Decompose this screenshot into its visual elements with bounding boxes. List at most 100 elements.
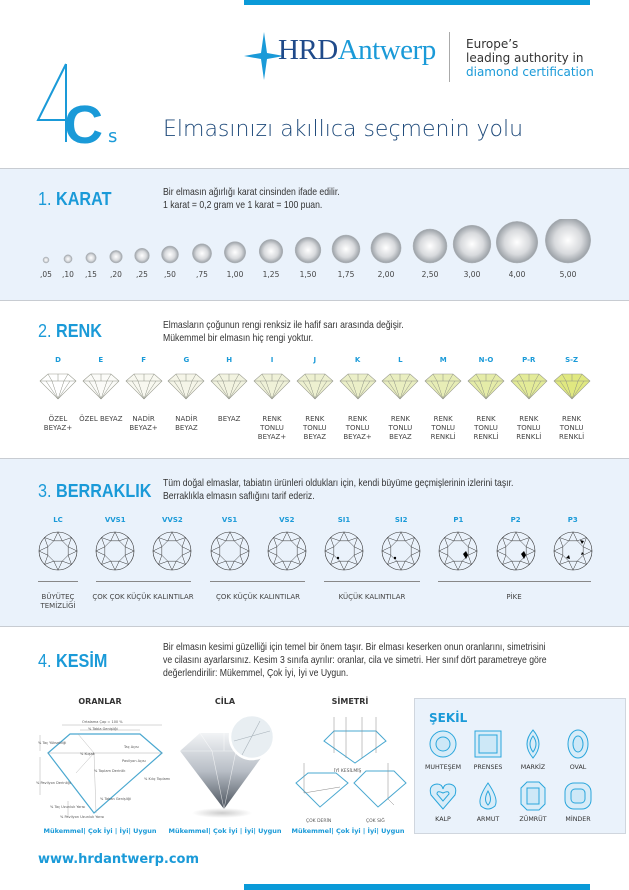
color-diamond: [339, 373, 377, 400]
karat-weight-label: ,05: [40, 270, 52, 279]
clarity-diamond: [439, 531, 478, 571]
section-title: 3. BERRAKLIK: [38, 481, 152, 501]
karat-diamond: [495, 221, 539, 264]
clarity-grade-code: SI1: [337, 516, 351, 524]
label-line: TONLU: [302, 424, 327, 432]
color-grade-label: NADİR BEYAZ+: [129, 415, 157, 433]
symmetry-heading: SİMETRİ: [331, 697, 369, 706]
karat-diamond: [370, 232, 402, 264]
page-subtitle: Elmasınızı akıllıca seçmenin yolu: [163, 117, 524, 142]
label-line: BEYAZ+: [129, 424, 158, 432]
diagram-label: % Pavilyon Derinliği: [36, 781, 71, 785]
label-line: BEYAZ: [303, 433, 327, 441]
diagram-label: % Taç Yüksekliği: [38, 741, 67, 745]
shape-3-icon: [567, 729, 589, 759]
karat-diamond: [258, 239, 284, 264]
karat-diamond: [161, 245, 179, 264]
group-divider: [38, 581, 78, 582]
karat-weight-label: 2,50: [421, 270, 439, 279]
karat-weight-label: 4,00: [508, 270, 526, 279]
symmetry-good-label: İYİ KESİLMİŞ: [334, 769, 362, 774]
label-line: RENKLİ: [430, 433, 456, 441]
color-grade-code: P-R: [522, 356, 536, 364]
proportions-diagram: [39, 724, 163, 816]
label-line: RENK: [305, 415, 325, 423]
color-diamond: [296, 373, 334, 400]
color-grade-label: ÖZEL BEYAZ+: [44, 415, 72, 433]
karat-weight-label: 1,50: [299, 270, 317, 279]
clarity-grade-code: VVS1: [104, 516, 126, 524]
color-diamond: [253, 373, 291, 400]
label-line: RENK: [433, 415, 453, 423]
shape-5-icon: [479, 782, 497, 810]
label-line: RENK: [519, 415, 539, 423]
label-line: RENK: [390, 415, 410, 423]
clarity-diamond: [324, 531, 364, 571]
color-grade-code: S-Z: [565, 356, 579, 364]
shape-6-icon: [520, 781, 546, 811]
label-line: BÜYÜTEÇ: [41, 593, 75, 601]
four-glyph: [36, 63, 74, 142]
symmetry-diagram: [295, 717, 407, 808]
label-line: RENK: [262, 415, 282, 423]
label-line: NADİR: [132, 415, 155, 423]
color-grade-code: N-O: [478, 356, 494, 364]
label-line: BEYAZ+: [343, 433, 372, 441]
diagram-label: Ortalama Çap = 100 %: [82, 720, 123, 724]
symmetry-deep-label: ÇOK DERİN: [306, 819, 332, 824]
section-karat: 1. KARAT Bir elmasın ağırlığı karat cins…: [0, 168, 629, 300]
label-line: BEYAZ: [389, 433, 412, 441]
label-line: PİKE: [506, 593, 522, 601]
color-grade-code: F: [141, 356, 146, 364]
label-line: BEYAZ+: [257, 433, 287, 441]
color-diamond: [467, 373, 505, 400]
color-grade-label: RENK TONLU RENKLİ: [516, 415, 541, 442]
label-line: NADİR: [175, 415, 198, 423]
group-divider: [438, 581, 591, 582]
clarity-grade-code: P2: [510, 516, 521, 524]
diagram-label: % Kılıç Toplamı: [144, 777, 171, 781]
karat-weight-label: ,75: [196, 270, 208, 279]
clarity-diamond: [95, 531, 135, 571]
label-line: TEMİZLİĞİ: [40, 602, 76, 610]
section-berraklik: 3. BERRAKLIK Tüm doğal elmaslar, tabiatı…: [0, 458, 629, 626]
star-logo-icon: [244, 32, 284, 80]
clarity-group-label: ÇOK KÜÇÜK KALINTILAR: [216, 593, 300, 602]
clarity-group-label: KÜÇÜK KALINTILAR: [339, 593, 406, 602]
color-grade-label: RENK TONLU RENKLİ: [473, 415, 498, 442]
color-grade-code: E: [98, 356, 104, 364]
label-line: TONLU: [388, 424, 413, 432]
karat-diamond: [42, 256, 50, 264]
website-link[interactable]: www.hrdantwerp.com: [38, 852, 200, 867]
label-line: RENK: [476, 415, 496, 423]
section-description: Bir elmasın kesimi güzelliği için temel …: [163, 642, 547, 679]
shape-1-icon: [474, 730, 502, 758]
group-divider: [96, 581, 191, 582]
shape-label: MİNDER: [565, 816, 591, 823]
color-diamond: [424, 373, 462, 400]
shape-0-icon: [429, 730, 457, 758]
shape-7-icon: [564, 782, 592, 810]
color-grade-label: NADİR BEYAZ: [175, 415, 198, 433]
label-line: TONLU: [474, 424, 498, 432]
karat-diamond: [109, 250, 123, 264]
color-grade-code: G: [183, 356, 190, 364]
karat-weight-label: 5,00: [559, 270, 577, 279]
color-diamond: [39, 373, 77, 400]
section-description: Elmasların çoğunun rengi renksiz ile haf…: [163, 320, 404, 344]
color-diamond: [167, 373, 205, 400]
label-line: RENKLİ: [516, 433, 542, 441]
label-line: ÇOK KÜÇÜK KALINTILAR: [215, 593, 301, 601]
color-grade-label: RENK TONLU BEYAZ+: [343, 415, 371, 442]
karat-weight-label: 2,00: [377, 270, 395, 279]
clarity-diamond: [267, 531, 307, 571]
shape-4-icon: [429, 783, 457, 810]
karat-diamond: [192, 243, 212, 264]
top-accent-bar: [244, 0, 590, 5]
karat-weight-label: 1,00: [226, 270, 244, 279]
clarity-diamond: [553, 531, 593, 571]
clarity-grade-code: VVS2: [162, 516, 183, 524]
karat-weight-label: 1,75: [337, 270, 355, 279]
karat-weight-label: ,15: [85, 270, 97, 279]
label-line: TONLU: [345, 424, 370, 432]
